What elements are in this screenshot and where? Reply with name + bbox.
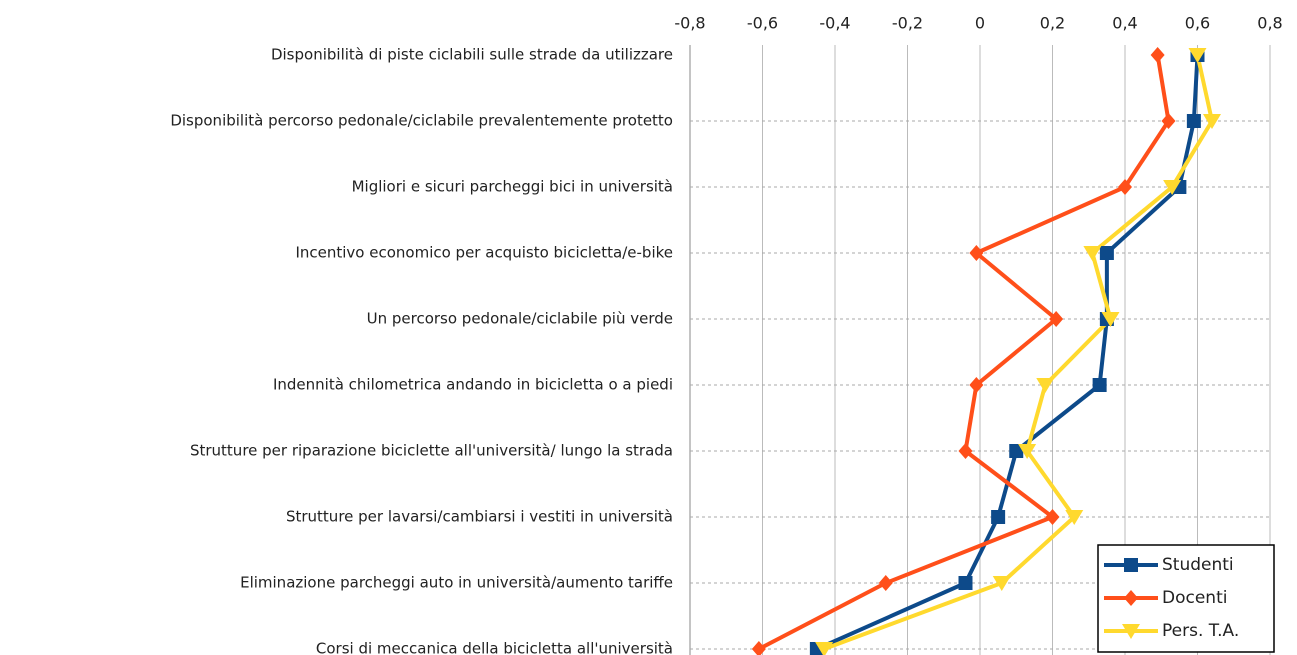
y-tick-label: Incentivo economico per acquisto bicicle… bbox=[295, 244, 673, 262]
legend-label: Docenti bbox=[1162, 588, 1227, 608]
marker bbox=[1188, 48, 1207, 63]
marker bbox=[1101, 312, 1120, 327]
marker bbox=[1009, 444, 1024, 458]
y-tick-label: Eliminazione parcheggi auto in universit… bbox=[240, 574, 673, 592]
x-tick-label: 0,4 bbox=[1112, 14, 1137, 33]
marker bbox=[1049, 311, 1064, 327]
x-tick-label: -0,4 bbox=[819, 14, 850, 33]
x-tick-label: 0,6 bbox=[1185, 14, 1210, 33]
marker bbox=[991, 510, 1006, 524]
y-tick-label: Strutture per riparazione biciclette all… bbox=[190, 442, 673, 460]
y-tick-label: Indennità chilometrica andando in bicicl… bbox=[273, 376, 673, 394]
x-tick-label: 0,2 bbox=[1040, 14, 1065, 33]
marker bbox=[1065, 510, 1084, 525]
marker bbox=[1161, 113, 1176, 129]
marker bbox=[992, 576, 1011, 591]
marker bbox=[1099, 246, 1114, 260]
marker bbox=[1122, 624, 1140, 639]
x-tick-label: 0 bbox=[975, 14, 985, 33]
marker bbox=[1083, 246, 1102, 261]
y-tick-label: Strutture per lavarsi/cambiarsi i vestit… bbox=[286, 508, 673, 526]
x-tick-label: -0,6 bbox=[747, 14, 778, 33]
y-tick-label: Disponibilità percorso pedonale/ciclabil… bbox=[170, 112, 673, 130]
series-line bbox=[823, 54, 1214, 651]
marker bbox=[1124, 558, 1138, 572]
series-line bbox=[816, 54, 1200, 651]
marker bbox=[1045, 509, 1060, 525]
marker bbox=[958, 443, 973, 459]
y-tick-label: Migliori e sicuri parcheggi bici in univ… bbox=[352, 178, 673, 196]
marker bbox=[751, 641, 766, 655]
marker bbox=[878, 575, 893, 591]
legend-label: Studenti bbox=[1162, 555, 1234, 575]
marker bbox=[1124, 590, 1138, 606]
marker bbox=[958, 576, 973, 590]
marker bbox=[815, 642, 834, 655]
legend-label: Pers. T.A. bbox=[1162, 621, 1239, 641]
marker bbox=[969, 377, 984, 393]
marker bbox=[1118, 179, 1132, 195]
marker bbox=[1092, 378, 1107, 392]
y-tick-label: Un percorso pedonale/ciclabile più verde bbox=[367, 310, 673, 328]
marker bbox=[1018, 444, 1037, 459]
y-tick-label: Corsi di meccanica della bicicletta all'… bbox=[316, 640, 673, 655]
marker bbox=[969, 245, 984, 261]
marker bbox=[1036, 378, 1055, 393]
marker bbox=[1186, 114, 1201, 128]
x-tick-label: -0,8 bbox=[674, 14, 705, 33]
marker bbox=[1163, 180, 1182, 195]
x-tick-label: -0,2 bbox=[892, 14, 923, 33]
y-tick-label: Disponibilità di piste ciclabili sulle s… bbox=[271, 46, 673, 64]
marker bbox=[1150, 47, 1165, 63]
marker bbox=[1203, 114, 1221, 129]
series-line bbox=[757, 54, 1171, 651]
x-tick-label: 0,8 bbox=[1257, 14, 1282, 33]
